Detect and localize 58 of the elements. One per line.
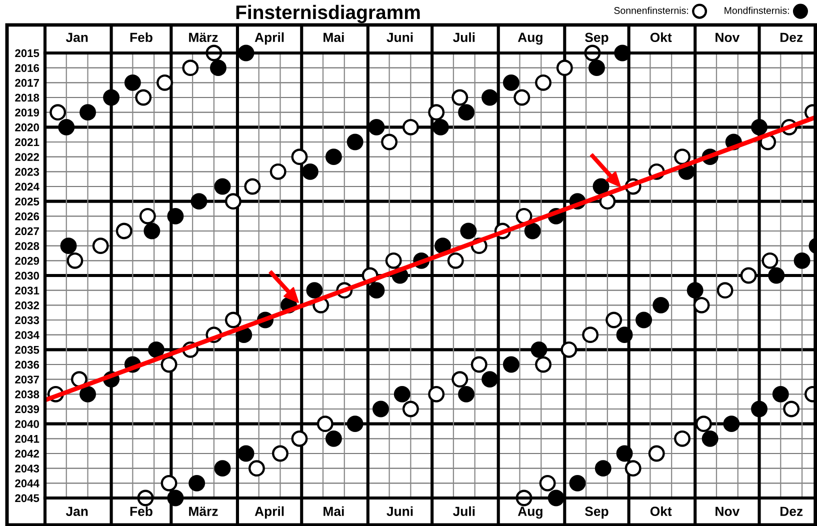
x2-tick-label: Okt — [650, 506, 672, 516]
x-tick-label: April — [254, 32, 284, 45]
x-tick-label: Sep — [585, 32, 608, 45]
y-tick-label: 2029 — [15, 256, 40, 265]
legend-label: Mondfinsternis: — [724, 6, 789, 14]
y-tick-label: 2045 — [15, 494, 40, 502]
y-tick-label: 2032 — [15, 301, 39, 310]
x2-tick-label: Nov — [716, 506, 740, 516]
y-tick-label: 2023 — [15, 168, 40, 176]
y-tick-label: 2033 — [15, 316, 40, 324]
y-tick-label: 2043 — [15, 464, 40, 472]
x-tick-label: Dez — [780, 32, 803, 42]
x2-tick-label: Juli — [452, 506, 475, 516]
x-tick-label: Okt — [650, 32, 672, 42]
x-tick-label: März — [189, 32, 218, 42]
x-tick-label: Nov — [716, 32, 740, 42]
y-tick-label: 2039 — [15, 405, 40, 414]
y-tick-label: 2020 — [15, 123, 39, 132]
y-tick-label: 2028 — [15, 242, 40, 250]
x-tick-label: Jan — [66, 32, 88, 42]
y-tick-label: 2035 — [15, 346, 40, 354]
y-tick-label: 2031 — [15, 286, 40, 294]
x-tick-label: Juni — [386, 32, 413, 42]
y-tick-label: 2018 — [15, 94, 40, 102]
x2-tick-label: Jan — [66, 506, 88, 516]
x2-tick-label: Sep — [585, 506, 608, 519]
x-tick-label: Feb — [130, 32, 152, 42]
x-tick-label: Aug — [518, 32, 542, 45]
y-tick-label: 2019 — [15, 108, 40, 116]
x-tick-label: Mai — [324, 32, 344, 42]
y-tick-label: 2024 — [15, 182, 40, 191]
y-tick-label: 2016 — [15, 64, 40, 72]
x2-tick-label: Aug — [518, 506, 542, 519]
y-tick-label: 2026 — [15, 212, 40, 220]
chart-title: Finsternisdiagramm — [236, 4, 420, 24]
y-tick-label: 2027 — [15, 227, 39, 236]
y-tick-label: 2034 — [15, 331, 40, 339]
y-tick-label: 2038 — [15, 390, 40, 398]
y-tick-label: 2040 — [15, 420, 39, 428]
y-tick-label: 2044 — [15, 479, 40, 488]
y-tick-label: 2021 — [15, 138, 40, 146]
x2-tick-label: Feb — [130, 506, 152, 516]
y-tick-label: 2022 — [15, 153, 39, 161]
y-tick-label: 2030 — [15, 272, 39, 280]
y-tick-label: 2036 — [15, 360, 40, 369]
legend-label: Sonnenfinsternis: — [614, 6, 688, 14]
x-tick-label: Juli — [452, 32, 475, 42]
y-tick-label: 2041 — [15, 434, 40, 443]
x2-tick-label: Dez — [780, 506, 803, 516]
y-tick-label: 2015 — [15, 49, 40, 58]
x2-tick-label: Mai — [324, 506, 344, 516]
y-tick-label: 2025 — [15, 198, 40, 206]
y-tick-label: 2017 — [15, 78, 39, 87]
x2-tick-label: April — [254, 506, 284, 519]
x2-tick-label: Juni — [386, 506, 413, 516]
y-tick-label: 2042 — [15, 450, 39, 458]
x2-tick-label: März — [189, 506, 218, 516]
y-tick-label: 2037 — [15, 376, 39, 384]
